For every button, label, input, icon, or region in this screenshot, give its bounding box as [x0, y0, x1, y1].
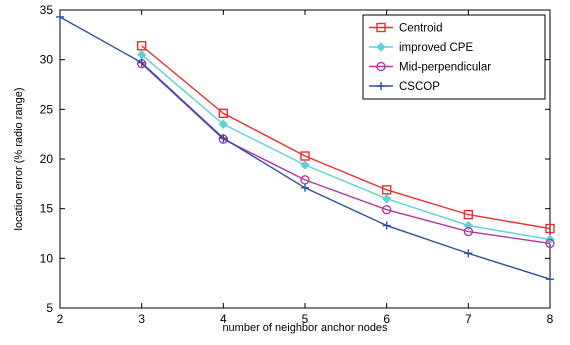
- legend-label: improved CPE: [399, 42, 473, 54]
- y-tick-label: 5: [46, 301, 53, 315]
- x-tick-label: 8: [547, 312, 554, 326]
- y-tick-label: 15: [40, 202, 54, 216]
- x-tick-label: 7: [465, 312, 472, 326]
- legend-label: Mid-perpendicular: [399, 62, 491, 74]
- x-axis-label: number of neighbor anchor nodes: [222, 322, 388, 334]
- legend: Centroid improved CPE Mid-perpendicular CSC…: [363, 15, 545, 99]
- y-axis-label: location error (% radio range): [13, 87, 25, 230]
- x-tick-label: 3: [138, 312, 145, 326]
- y-tick-label: 20: [40, 152, 54, 166]
- y-tick-label: 35: [40, 3, 54, 17]
- x-tick-label: 2: [57, 312, 64, 326]
- y-tick-label: 10: [40, 251, 54, 265]
- y-tick-label: 30: [40, 53, 54, 67]
- y-tick-label: 25: [40, 102, 54, 116]
- legend-label: Centroid: [399, 23, 442, 35]
- legend-label: CSCOP: [399, 81, 440, 93]
